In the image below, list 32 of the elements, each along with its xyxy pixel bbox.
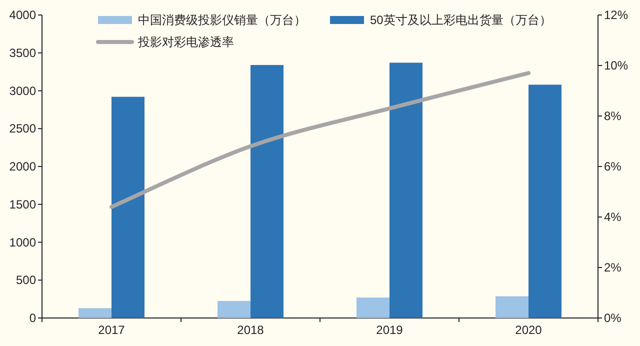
y2-tick-label: 6%	[604, 160, 622, 174]
bar	[218, 300, 250, 318]
y-tick-label: 1500	[9, 197, 36, 212]
y-tick-label: 4000	[9, 8, 36, 22]
y-tick-label: 500	[16, 273, 36, 288]
legend-label: 中国消费级投影仪销量（万台）	[138, 13, 306, 27]
y2-tick-label: 10%	[604, 58, 628, 72]
y-tick-label: 0	[29, 311, 36, 325]
bar	[496, 296, 528, 318]
y-tick-label: 3500	[9, 46, 36, 60]
y2-tick-label: 8%	[604, 109, 622, 123]
line-series	[110, 71, 530, 209]
x-tick-label: 2017	[98, 323, 126, 337]
bar	[78, 308, 112, 318]
y-tick-label: 3000	[9, 84, 36, 98]
bar	[356, 298, 390, 318]
y2-tick-label: 12%	[604, 8, 628, 22]
y2-tick-label: 2%	[604, 260, 622, 274]
bar	[112, 96, 144, 318]
y2-tick-label: 0%	[604, 311, 622, 325]
legend-label: 50英寸及以上彩电出货量（万台）	[370, 13, 552, 27]
legend-label: 投影对彩电渗透率	[137, 35, 234, 49]
y-tick-label: 1000	[9, 235, 36, 250]
x-tick-label: 2019	[376, 323, 404, 337]
bar	[250, 64, 284, 318]
x-tick-label: 2018	[237, 323, 264, 337]
bar	[528, 84, 562, 318]
y-tick-label: 2500	[9, 122, 36, 136]
y-tick-label: 2000	[9, 160, 36, 174]
y2-tick-label: 4%	[604, 210, 622, 224]
x-tick-label: 2020	[515, 323, 542, 337]
bar	[390, 62, 422, 318]
